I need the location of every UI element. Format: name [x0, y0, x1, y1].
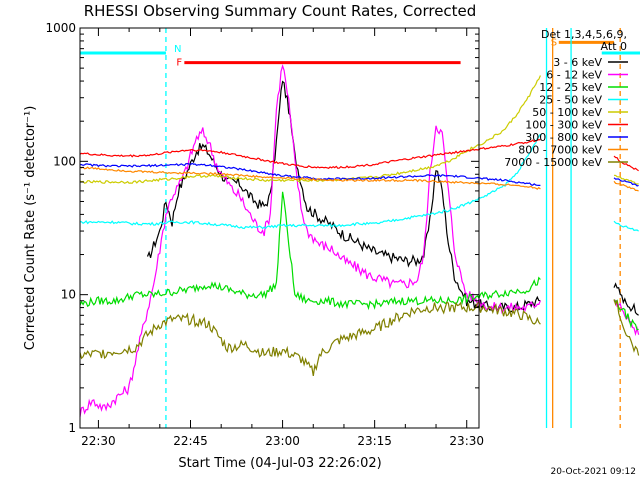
legend-entry-label: 12 - 25 keV	[539, 81, 602, 94]
series-line-8	[613, 180, 639, 192]
series-line-1	[613, 282, 639, 316]
series-line-7	[79, 162, 541, 186]
y-tick-label: 10	[61, 288, 76, 302]
series-line-9	[79, 301, 541, 376]
flag-label: F	[176, 58, 182, 69]
legend-entry-label: 300 - 800 keV	[525, 131, 602, 144]
legend-header: Det 1,3,4,5,6,9,	[541, 28, 627, 41]
legend-entry-label: 50 - 100 keV	[532, 106, 602, 119]
legend-entry-label: 25 - 50 keV	[539, 94, 602, 107]
y-tick-label: 1	[68, 421, 76, 435]
plot-frame	[79, 27, 480, 429]
series-line-9	[613, 299, 640, 356]
legend-entry-label: 7000 - 15000 keV	[504, 156, 602, 169]
legend-entry-label: 6 - 12 keV	[546, 69, 602, 82]
series-line-8	[79, 166, 541, 190]
series-line-2	[79, 64, 541, 417]
axes: 1 10 100 1000 22:30 22:45 23:00 23:15 23:30	[45, 21, 484, 448]
x-tick-label: 23:15	[357, 434, 392, 448]
series-line-3	[79, 191, 541, 311]
x-axis-label: Start Time (04-Jul-03 22:26:02)	[178, 456, 381, 471]
series-line-4	[79, 133, 541, 230]
series-line-6	[79, 138, 541, 169]
series-line-1	[146, 80, 541, 314]
series-line-6	[613, 155, 639, 172]
flag-label: N	[174, 44, 181, 55]
legend-entry-label: 3 - 6 keV	[553, 56, 602, 69]
vertical-markers	[165, 28, 621, 428]
status-flags: NF S	[80, 37, 640, 69]
flag-label: S	[551, 37, 557, 48]
series-line-5	[613, 174, 639, 185]
series-line-7	[613, 177, 639, 187]
y-tick-label: 100	[53, 154, 76, 168]
footer-timestamp: 20-Oct-2021 09:12	[551, 467, 636, 477]
legend-entry-label: 100 - 300 keV	[525, 119, 602, 132]
y-tick-label: 1000	[45, 21, 76, 35]
legend-entry-label: 800 - 7000 keV	[518, 144, 602, 157]
x-tick-label: 23:00	[265, 434, 300, 448]
x-tick-label: 23:30	[449, 434, 484, 448]
x-tick-label: 22:30	[81, 434, 116, 448]
y-axis-label: Corrected Count Rate (s⁻¹ detector⁻¹)	[23, 106, 38, 351]
series-line-5	[79, 75, 541, 184]
series-line-4	[613, 220, 639, 232]
x-tick-label: 22:45	[173, 434, 208, 448]
chart-title: RHESSI Observing Summary Count Rates, Co…	[84, 2, 477, 20]
series-layer	[79, 64, 640, 417]
legend-header: Att 0	[601, 40, 627, 53]
